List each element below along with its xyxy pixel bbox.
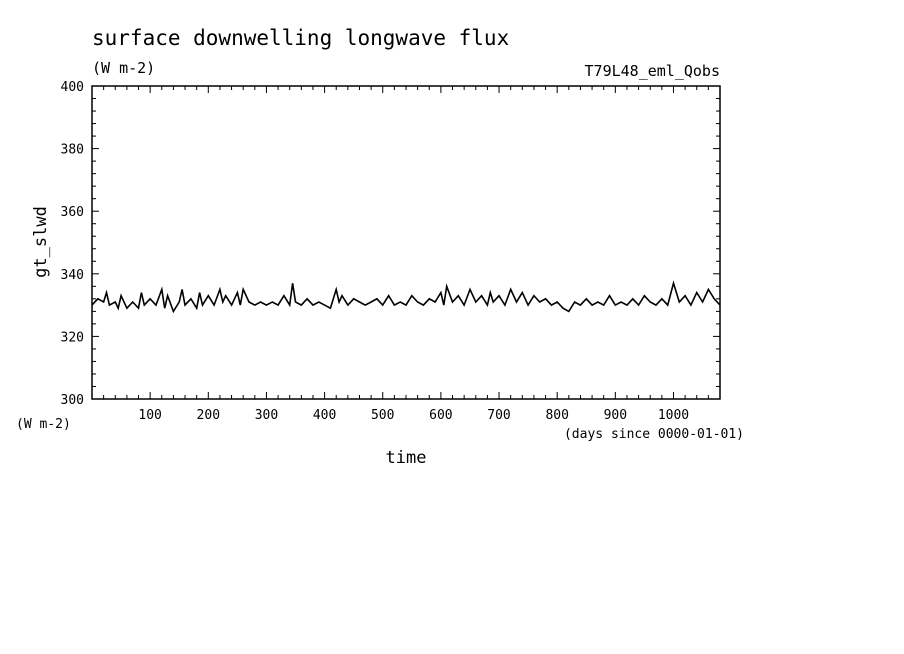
plot-frame <box>91 85 721 400</box>
x-tick-label: 1000 <box>658 408 689 423</box>
x-tick-label: 600 <box>429 408 452 423</box>
experiment-label: T79L48_eml_Qobs <box>585 62 720 80</box>
x-tick-label: 800 <box>545 408 568 423</box>
x-tick-label: 300 <box>255 408 278 423</box>
x-tick-label: 700 <box>487 408 510 423</box>
x-tick-label: 200 <box>197 408 220 423</box>
x-axis-title: time <box>386 448 427 468</box>
y-axis-title: gt_slwd <box>31 206 51 278</box>
y-tick-label: 340 <box>61 268 84 283</box>
y-tick-labels: 300 320 340 360 380 400 <box>61 80 84 408</box>
y-tick-label: 360 <box>61 205 84 220</box>
axis-ticks <box>92 86 720 399</box>
series-line <box>91 280 721 314</box>
x-units-label: (days since 0000-01-01) <box>564 427 744 442</box>
y-tick-label: 300 <box>61 393 84 408</box>
y-tick-label: 400 <box>61 80 84 95</box>
x-tick-label: 500 <box>371 408 394 423</box>
x-tick-label: 400 <box>313 408 336 423</box>
y-tick-label: 320 <box>61 330 84 345</box>
chart-subtitle: (W m-2) <box>92 59 155 77</box>
y-tick-label: 380 <box>61 143 84 158</box>
y-units-label: (W m-2) <box>16 417 71 432</box>
chart-title: surface downwelling longwave flux <box>92 26 509 50</box>
x-tick-labels: 100 200 300 400 500 600 700 800 900 1000 <box>138 408 689 423</box>
x-tick-label: 900 <box>604 408 627 423</box>
x-tick-label: 100 <box>138 408 161 423</box>
